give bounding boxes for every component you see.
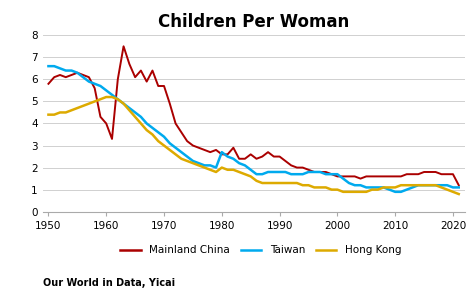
Text: Our World in Data, Yicai: Our World in Data, Yicai xyxy=(43,278,175,288)
Hong Kong xyxy=(456,192,462,196)
Taiwan xyxy=(306,170,311,174)
Hong Kong xyxy=(329,188,335,191)
Taiwan xyxy=(184,155,190,158)
Mainland China xyxy=(190,144,196,147)
Taiwan xyxy=(103,88,109,92)
Hong Kong xyxy=(190,161,196,165)
Hong Kong xyxy=(109,95,115,99)
Taiwan xyxy=(277,170,283,174)
Mainland China xyxy=(46,82,51,86)
Mainland China xyxy=(456,183,462,187)
Hong Kong xyxy=(46,113,51,116)
Mainland China xyxy=(283,159,288,163)
Hong Kong xyxy=(311,186,317,189)
Taiwan xyxy=(46,64,51,68)
Legend: Mainland China, Taiwan, Hong Kong: Mainland China, Taiwan, Hong Kong xyxy=(116,241,405,259)
Line: Taiwan: Taiwan xyxy=(48,66,459,192)
Taiwan xyxy=(323,172,328,176)
Mainland China xyxy=(121,44,127,48)
Taiwan xyxy=(144,122,149,125)
Hong Kong xyxy=(103,95,109,99)
Mainland China xyxy=(103,122,109,125)
Title: Children Per Woman: Children Per Woman xyxy=(158,13,349,31)
Mainland China xyxy=(329,172,335,176)
Line: Hong Kong: Hong Kong xyxy=(48,97,459,194)
Taiwan xyxy=(392,190,398,193)
Hong Kong xyxy=(283,181,288,185)
Taiwan xyxy=(456,186,462,189)
Line: Mainland China: Mainland China xyxy=(48,46,459,185)
Mainland China xyxy=(311,170,317,174)
Mainland China xyxy=(150,69,155,72)
Hong Kong xyxy=(150,133,155,136)
